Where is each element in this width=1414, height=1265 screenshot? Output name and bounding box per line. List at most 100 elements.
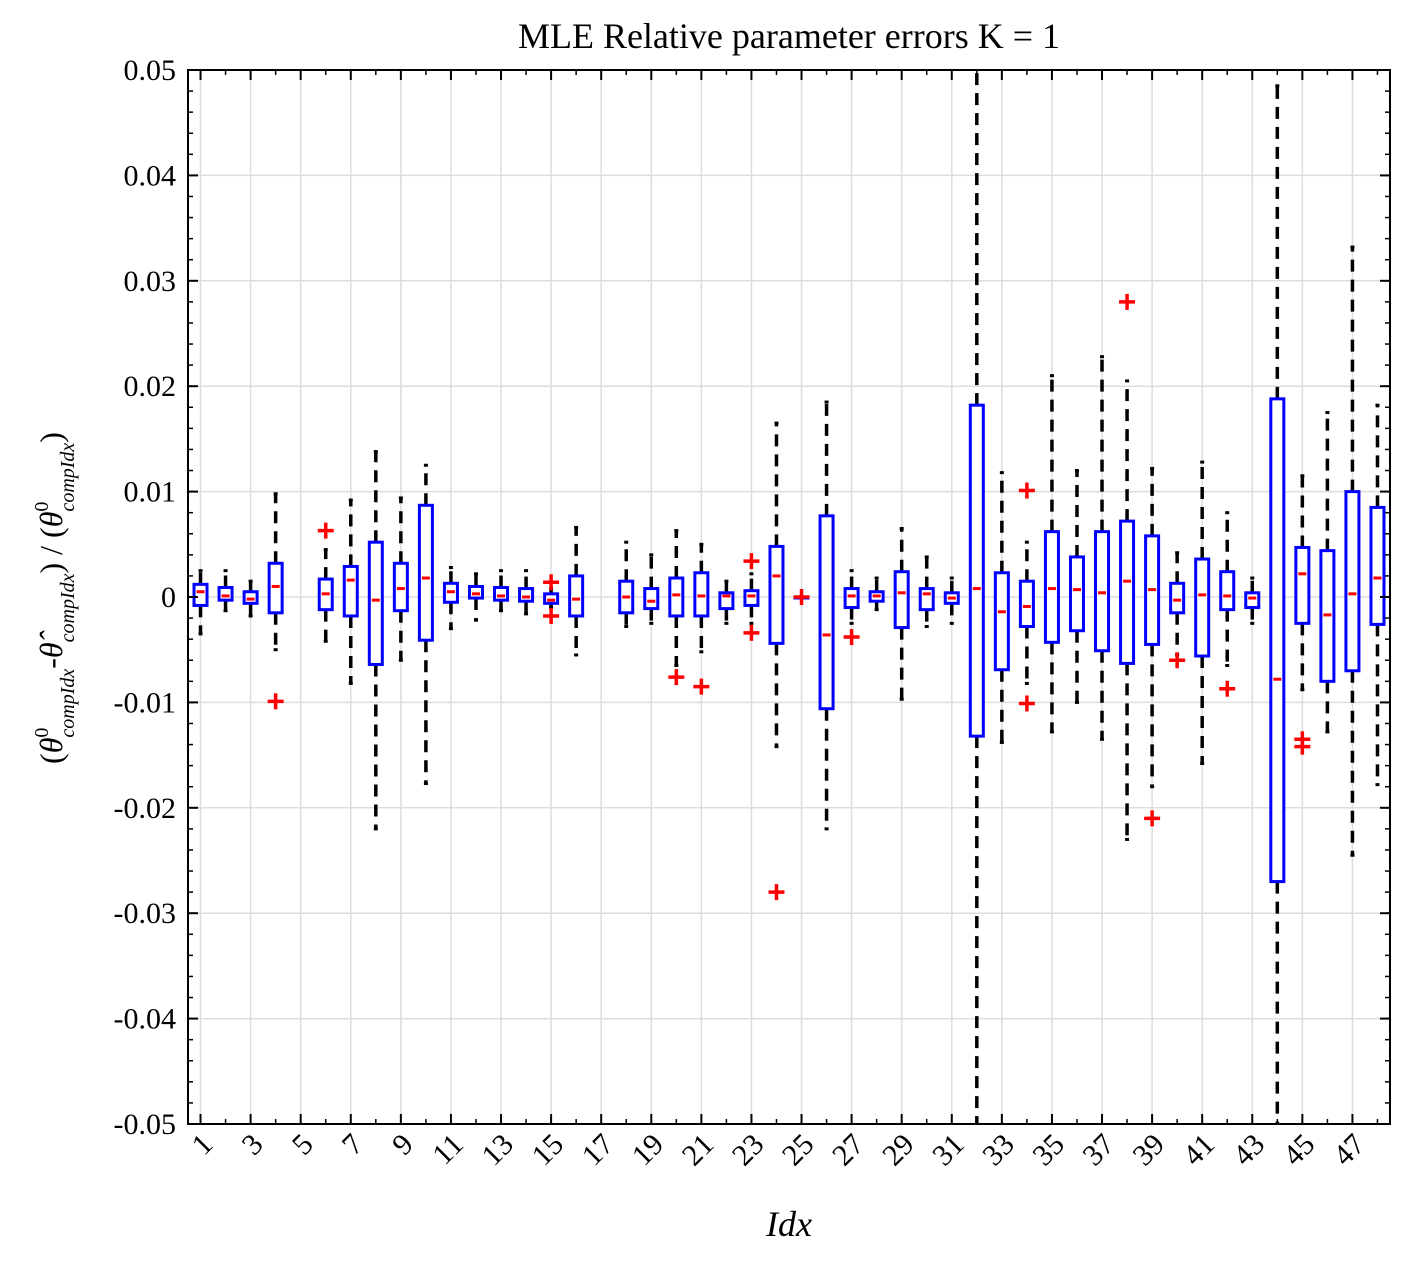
box-iqr xyxy=(518,587,535,603)
box-iqr xyxy=(1219,570,1236,612)
box-idx-20 xyxy=(668,529,685,686)
box-idx-28 xyxy=(868,576,885,612)
outlier-marker xyxy=(1219,680,1236,697)
y-tick-labels: -0.05 -0.04 -0.03 -0.02 -0.01 0 0.01 0.02 0.03 0.… xyxy=(114,54,177,1141)
box-idx-44 xyxy=(1269,84,1286,1124)
chart-title: MLE Relative parameter errors K = 1 xyxy=(518,16,1060,56)
box-idx-2 xyxy=(217,569,234,613)
outlier-marker xyxy=(543,607,560,624)
y-tick-label: 0.03 xyxy=(124,265,177,298)
box-idx-46 xyxy=(1319,411,1336,734)
box-idx-9 xyxy=(392,496,409,662)
y-tick-label: -0.05 xyxy=(114,1108,177,1141)
box-idx-42 xyxy=(1219,511,1236,697)
box-iqr xyxy=(693,571,710,618)
outlier-marker xyxy=(743,553,760,570)
box-idx-1 xyxy=(192,569,209,636)
outlier-marker xyxy=(1018,695,1035,712)
outlier-marker xyxy=(1294,738,1311,755)
box-iqr xyxy=(267,561,284,615)
box-idx-14 xyxy=(518,569,535,616)
ylabel-sup-2: 0 xyxy=(31,502,53,512)
y-tick-label: 0.05 xyxy=(124,54,177,87)
box-idx-12 xyxy=(467,572,484,622)
box-idx-30 xyxy=(918,555,935,629)
box-idx-22 xyxy=(718,579,735,625)
outlier-marker xyxy=(1169,652,1186,669)
outlier-marker xyxy=(1144,810,1161,827)
box-idx-26 xyxy=(818,400,835,831)
box-idx-8 xyxy=(367,450,384,831)
box-idx-39 xyxy=(1144,466,1161,827)
box-iqr xyxy=(818,514,835,711)
box-iqr xyxy=(242,590,259,605)
box-iqr xyxy=(643,587,660,611)
box-idx-47 xyxy=(1344,245,1361,857)
box-iqr xyxy=(192,582,209,607)
outlier-marker xyxy=(1018,482,1035,499)
box-idx-10 xyxy=(417,463,434,786)
box-idx-15 xyxy=(543,574,560,624)
box-iqr xyxy=(1068,555,1085,633)
y-tick-label: 0.04 xyxy=(124,159,177,192)
box-idx-18 xyxy=(618,540,635,629)
ylabel-sub-2: compIdx xyxy=(57,573,79,642)
ylabel-sub: compIdx xyxy=(57,669,79,738)
ylabel-close: ) xyxy=(33,432,69,443)
x-axis-label: Idx xyxy=(765,1204,812,1244)
box-iqr xyxy=(1194,557,1211,658)
outlier-marker xyxy=(668,669,685,686)
box-idx-3 xyxy=(242,579,259,618)
box-iqr xyxy=(342,564,359,618)
ylabel-theta-2: θ xyxy=(33,512,69,528)
box-iqr xyxy=(493,586,510,602)
plot-frame xyxy=(187,69,1391,1125)
box-iqr xyxy=(1043,530,1060,644)
box-iqr xyxy=(1344,490,1361,673)
box-idx-45 xyxy=(1294,474,1311,755)
box-iqr xyxy=(1018,579,1035,629)
box-iqr xyxy=(1169,581,1186,615)
box-idx-37 xyxy=(1094,355,1111,741)
box-iqr xyxy=(893,570,910,630)
box-idx-19 xyxy=(643,553,660,625)
outlier-marker xyxy=(843,629,860,646)
box-idx-41 xyxy=(1194,460,1211,766)
box-iqr xyxy=(668,576,685,618)
box-iqr xyxy=(543,592,560,605)
boxes xyxy=(192,70,1386,1124)
box-iqr xyxy=(568,574,585,618)
box-idx-13 xyxy=(493,569,510,613)
box-idx-38 xyxy=(1119,293,1136,841)
box-iqr xyxy=(743,589,760,607)
box-iqr xyxy=(968,403,985,738)
outlier-marker xyxy=(1119,293,1136,310)
box-idx-33 xyxy=(993,471,1010,744)
box-idx-16 xyxy=(568,525,585,657)
box-idx-35 xyxy=(1043,374,1060,734)
box-idx-24 xyxy=(768,421,785,901)
y-tick-label: 0.02 xyxy=(124,370,177,403)
box-iqr xyxy=(392,561,409,613)
box-iqr xyxy=(367,540,384,666)
ylabel-sub-3: compIdx xyxy=(57,443,79,512)
box-iqr xyxy=(467,584,484,600)
box-iqr xyxy=(1094,530,1111,653)
box-idx-34 xyxy=(1018,482,1035,712)
y-tick-label: -0.03 xyxy=(114,897,177,930)
box-idx-48 xyxy=(1369,403,1386,787)
box-iqr xyxy=(1244,591,1261,610)
outlier-marker xyxy=(267,693,284,710)
box-iqr xyxy=(993,571,1010,672)
box-idx-21 xyxy=(693,542,710,695)
box-idx-29 xyxy=(893,526,910,701)
y-tick-label: 0 xyxy=(161,581,176,614)
box-idx-23 xyxy=(743,553,760,641)
ylabel-divider: ) / ( xyxy=(33,527,69,573)
y-tick-label: -0.04 xyxy=(114,1003,177,1036)
box-idx-32 xyxy=(968,70,985,1124)
box-iqr xyxy=(1269,397,1286,884)
y-tick-label: -0.02 xyxy=(114,792,177,825)
outlier-marker xyxy=(743,624,760,641)
box-iqr xyxy=(918,587,935,612)
